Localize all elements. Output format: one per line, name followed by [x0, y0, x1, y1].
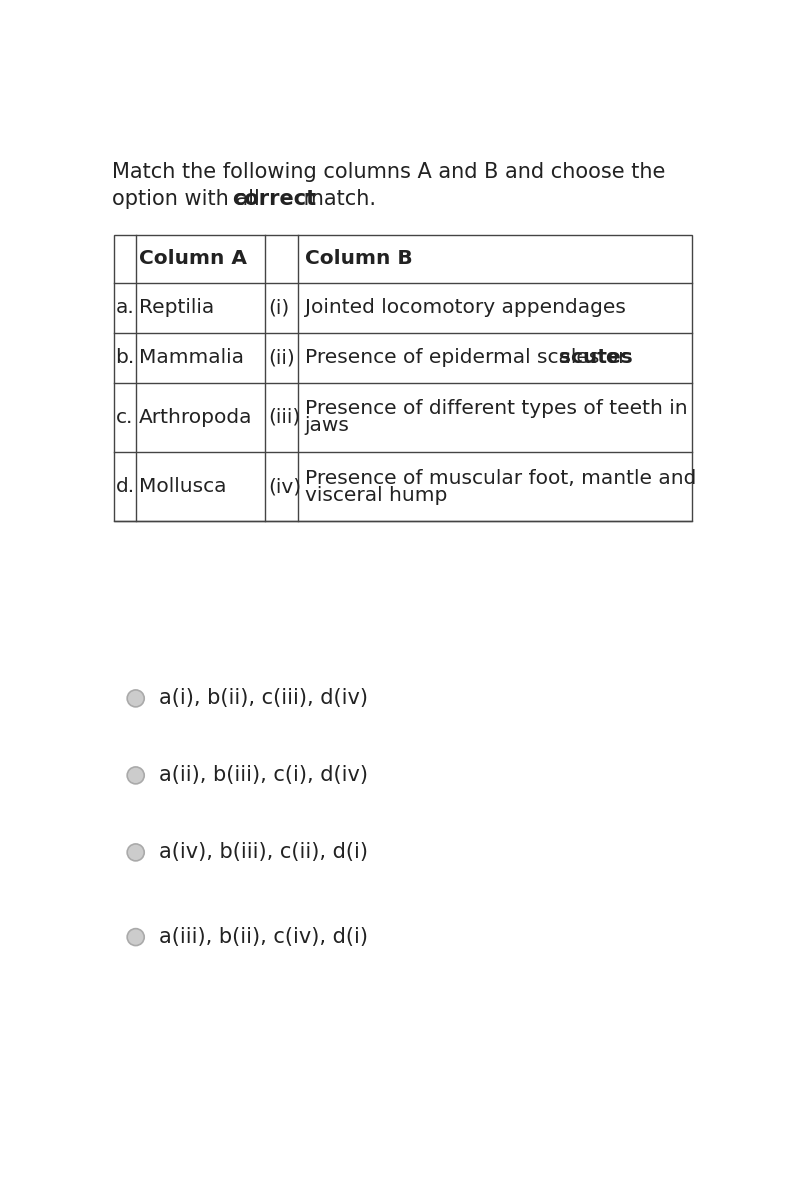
Text: (i): (i)	[268, 298, 289, 317]
Text: b.: b.	[116, 348, 135, 367]
Text: Column A: Column A	[139, 250, 247, 269]
Text: a.: a.	[116, 298, 134, 317]
Text: Reptilia: Reptilia	[139, 298, 214, 317]
Circle shape	[127, 690, 144, 707]
Text: (iii): (iii)	[268, 408, 300, 427]
Text: Mollusca: Mollusca	[139, 478, 226, 496]
Circle shape	[127, 844, 144, 860]
Text: Mammalia: Mammalia	[139, 348, 243, 367]
Bar	[114, 235, 692, 521]
Text: match.: match.	[297, 188, 377, 209]
Text: Match the following columns A and B and choose the: Match the following columns A and B and …	[113, 162, 666, 182]
Text: Jointed locomotory appendages: Jointed locomotory appendages	[305, 298, 626, 317]
Text: c.: c.	[116, 408, 133, 427]
Text: d.: d.	[116, 478, 135, 496]
Text: Presence of epidermal scales or: Presence of epidermal scales or	[305, 348, 633, 367]
Text: a(iv), b(iii), c(ii), d(i): a(iv), b(iii), c(ii), d(i)	[159, 842, 368, 863]
Text: Arthropoda: Arthropoda	[139, 408, 252, 427]
Text: option with all: option with all	[113, 188, 267, 209]
Circle shape	[127, 929, 144, 946]
Text: Presence of muscular foot, mantle and: Presence of muscular foot, mantle and	[305, 469, 696, 487]
Text: Presence of different types of teeth in: Presence of different types of teeth in	[305, 400, 687, 419]
Text: correct: correct	[232, 188, 316, 209]
Text: a(i), b(ii), c(iii), d(iv): a(i), b(ii), c(iii), d(iv)	[159, 689, 368, 708]
Text: a(iii), b(ii), c(iv), d(i): a(iii), b(ii), c(iv), d(i)	[159, 928, 368, 947]
Text: a(ii), b(iii), c(i), d(iv): a(ii), b(iii), c(i), d(iv)	[159, 766, 368, 785]
Text: (ii): (ii)	[268, 348, 295, 367]
Circle shape	[127, 767, 144, 784]
Text: jaws: jaws	[305, 416, 350, 436]
Text: scutes: scutes	[559, 348, 633, 367]
Text: (iv): (iv)	[268, 478, 301, 496]
Text: visceral hump: visceral hump	[305, 486, 447, 505]
Text: Column B: Column B	[305, 250, 412, 269]
